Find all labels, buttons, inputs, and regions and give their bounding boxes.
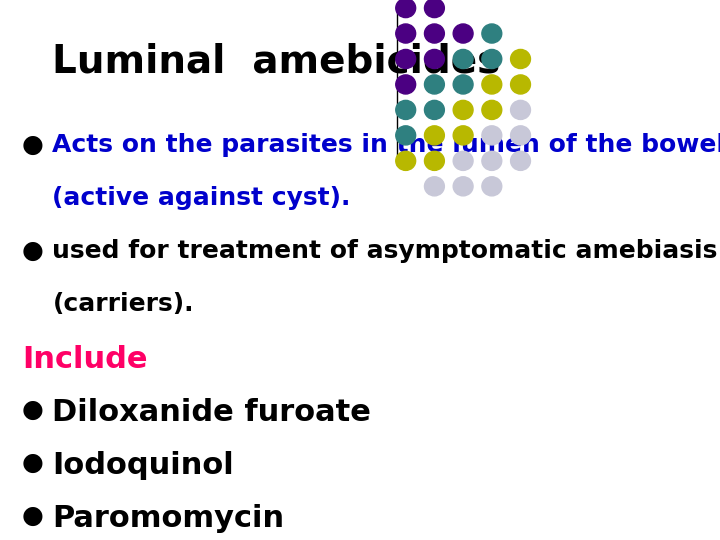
Circle shape [396, 24, 415, 43]
Circle shape [396, 100, 415, 119]
Circle shape [396, 126, 415, 145]
Circle shape [510, 75, 531, 94]
Circle shape [510, 100, 531, 119]
Circle shape [425, 100, 444, 119]
Circle shape [482, 75, 502, 94]
Circle shape [425, 0, 444, 18]
Circle shape [396, 151, 415, 171]
Text: Diloxanide furoate: Diloxanide furoate [53, 398, 372, 427]
Circle shape [425, 75, 444, 94]
Text: Include: Include [22, 345, 148, 374]
Circle shape [425, 151, 444, 171]
Circle shape [482, 151, 502, 171]
Circle shape [396, 75, 415, 94]
Circle shape [453, 24, 473, 43]
Text: (active against cyst).: (active against cyst). [53, 186, 351, 210]
Text: ●: ● [22, 451, 44, 475]
Circle shape [510, 151, 531, 171]
Text: Acts on the parasites in the lumen of the bowel: Acts on the parasites in the lumen of th… [53, 133, 720, 157]
Circle shape [482, 177, 502, 196]
Circle shape [396, 50, 415, 69]
Text: ●: ● [22, 398, 44, 422]
Circle shape [453, 100, 473, 119]
Circle shape [425, 50, 444, 69]
Text: Paromomycin: Paromomycin [53, 504, 284, 533]
Circle shape [453, 151, 473, 171]
Circle shape [396, 0, 415, 18]
Circle shape [453, 50, 473, 69]
Text: ●: ● [22, 504, 44, 528]
Circle shape [425, 177, 444, 196]
Text: ●: ● [22, 133, 44, 157]
Text: Iodoquinol: Iodoquinol [53, 451, 234, 480]
Circle shape [453, 177, 473, 196]
Circle shape [482, 24, 502, 43]
Circle shape [453, 126, 473, 145]
Circle shape [425, 126, 444, 145]
Circle shape [482, 126, 502, 145]
Circle shape [510, 50, 531, 69]
Text: Luminal  amebicides: Luminal amebicides [52, 43, 500, 80]
Circle shape [482, 50, 502, 69]
Circle shape [453, 75, 473, 94]
Circle shape [482, 100, 502, 119]
Circle shape [510, 126, 531, 145]
Text: used for treatment of asymptomatic amebiasis: used for treatment of asymptomatic amebi… [53, 239, 718, 263]
Circle shape [425, 24, 444, 43]
Text: ●: ● [22, 239, 44, 263]
Text: (carriers).: (carriers). [53, 292, 194, 316]
